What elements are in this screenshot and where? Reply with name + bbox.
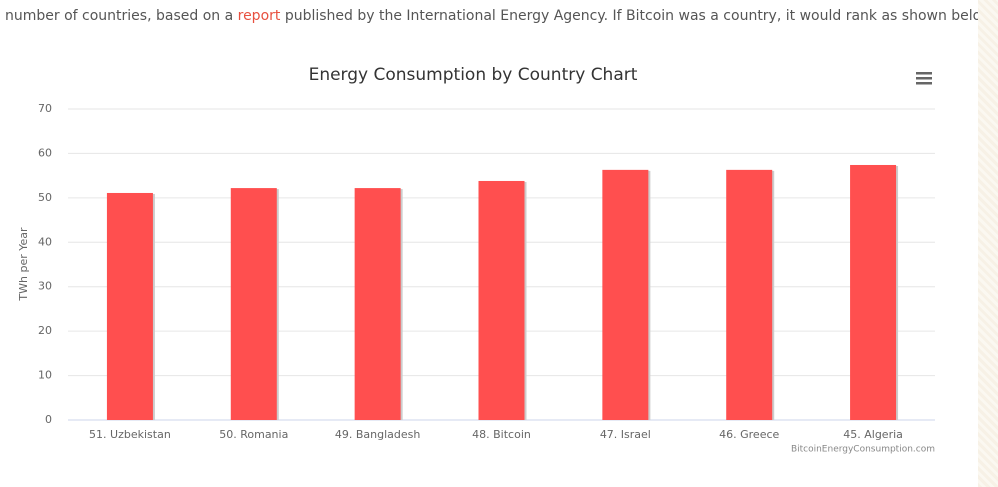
menu-bar — [916, 72, 932, 75]
y-tick-label: 70 — [38, 102, 52, 115]
x-tick-label: 50. Romania — [219, 428, 288, 441]
menu-button[interactable] — [916, 72, 932, 85]
y-tick-label: 50 — [38, 191, 52, 204]
menu-bar — [916, 82, 932, 85]
x-tick-label: 46. Greece — [719, 428, 779, 441]
bar — [726, 169, 773, 420]
y-tick-label: 10 — [38, 369, 52, 382]
menu-bar — [916, 77, 932, 80]
chart: Energy Consumption by Country Chart TWh … — [17, 65, 935, 455]
intro-before: number of countries, based on a — [5, 8, 238, 24]
y-tick-label: 40 — [38, 235, 52, 248]
x-tick-label: 48. Bitcoin — [472, 428, 531, 441]
x-tick-label: 49. Bangladesh — [335, 428, 421, 441]
credit: BitcoinEnergyConsumption.com — [791, 445, 935, 455]
bar — [850, 164, 897, 420]
bar — [354, 188, 401, 420]
report-link[interactable]: report — [237, 8, 281, 24]
y-tick-label: 60 — [38, 146, 52, 159]
intro-after: published by the International Energy Ag… — [280, 8, 996, 24]
chart-title: Energy Consumption by Country Chart — [309, 65, 638, 85]
x-tick-label: 47. Israel — [600, 428, 651, 441]
x-tick-label: 51. Uzbekistan — [89, 428, 171, 441]
side-strip — [978, 0, 998, 487]
y-tick-label: 20 — [38, 324, 52, 337]
y-tick-label: 0 — [45, 413, 52, 426]
x-tick-label: 45. Algeria — [843, 428, 903, 441]
y-axis-label: TWh per Year — [17, 227, 30, 302]
bar — [602, 169, 649, 420]
bar — [230, 188, 277, 420]
bar — [478, 180, 525, 420]
intro-text: number of countries, based on a report p… — [5, 8, 996, 24]
y-tick-label: 30 — [38, 280, 52, 293]
bar — [106, 192, 153, 420]
